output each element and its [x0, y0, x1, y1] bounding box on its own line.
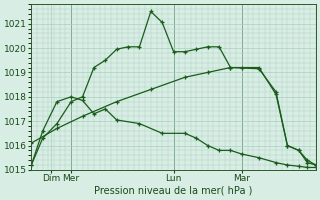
X-axis label: Pression niveau de la mer( hPa ): Pression niveau de la mer( hPa )	[94, 186, 253, 196]
